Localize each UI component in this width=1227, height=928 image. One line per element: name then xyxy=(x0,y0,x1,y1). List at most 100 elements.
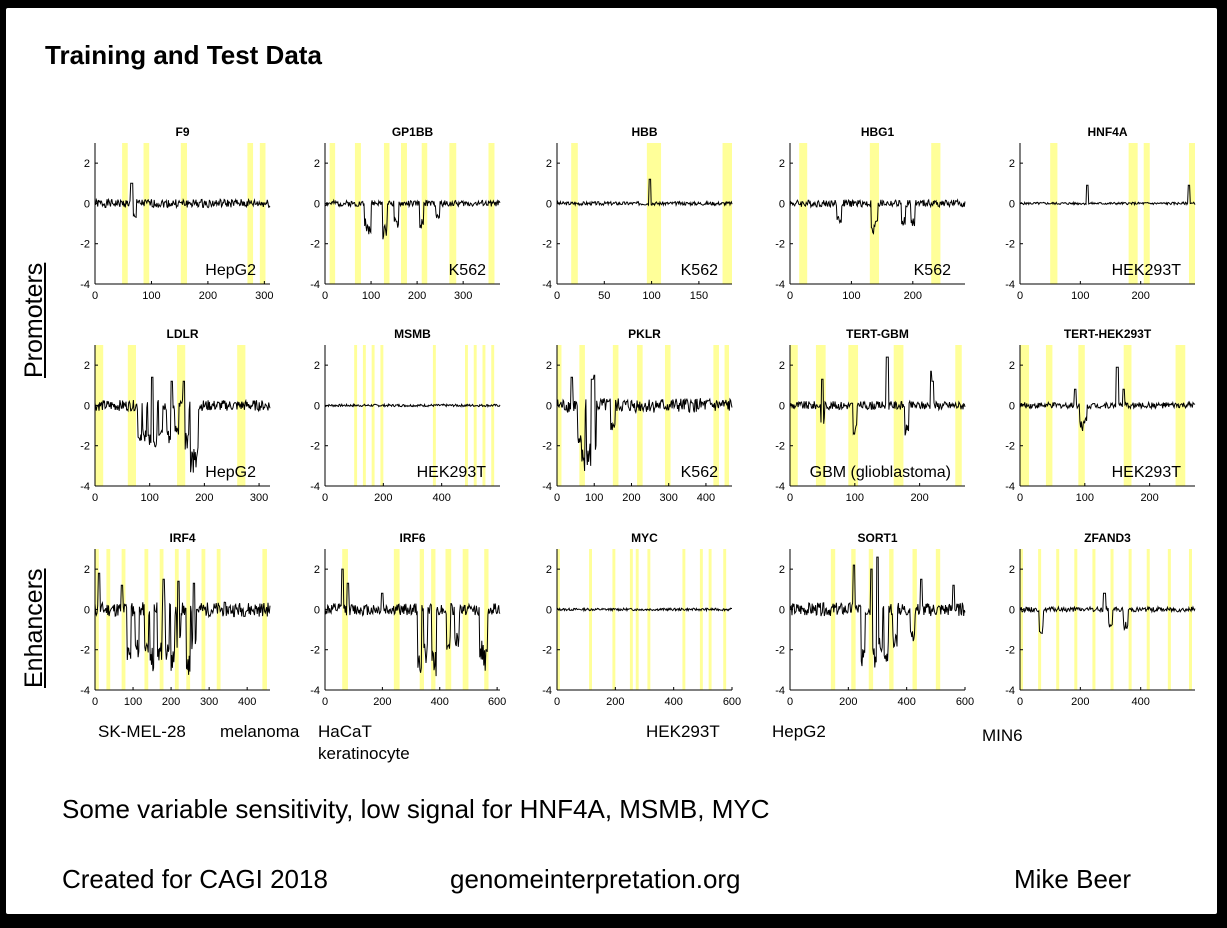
y-tick-label: -4 xyxy=(542,481,552,493)
highlight-band xyxy=(790,345,798,486)
y-tick-label: 2 xyxy=(546,360,552,372)
axes: 20-2-40 100 200 300 xyxy=(80,345,270,504)
signal-trace xyxy=(556,374,733,472)
x-tick-label: 0 xyxy=(787,290,793,302)
subplot-title-zfand3: ZFAND3 xyxy=(1084,531,1131,545)
y-tick-label: 0 xyxy=(546,198,552,210)
highlight-band xyxy=(432,345,436,486)
highlight-band xyxy=(830,549,836,690)
y-tick-label: -4 xyxy=(310,685,320,697)
x-tick-label: 400 xyxy=(432,492,450,504)
highlight-band xyxy=(201,549,206,690)
y-tick-label: 2 xyxy=(84,564,90,576)
highlight-band xyxy=(380,345,384,486)
highlight-band xyxy=(400,143,407,284)
cell-line-label-myc: HEK293T xyxy=(646,722,720,741)
highlight-band xyxy=(1188,549,1192,690)
x-tick-label: 100 xyxy=(141,492,159,504)
highlight-band xyxy=(445,549,452,690)
x-tick-label: 400 xyxy=(664,696,682,708)
x-tick-label: 400 xyxy=(238,696,256,708)
y-tick-label: 2 xyxy=(546,564,552,576)
highlight-band xyxy=(699,549,703,690)
y-tick-label: 2 xyxy=(546,158,552,170)
axes: 20-2-40 200 400 xyxy=(1005,549,1195,708)
y-tick-label: -4 xyxy=(775,481,785,493)
highlight-band xyxy=(724,345,730,486)
signal-trace xyxy=(94,182,271,219)
axes: 20-2-40 100 200 300 400 xyxy=(80,549,270,708)
y-tick-label: 2 xyxy=(1009,564,1015,576)
highlight-band xyxy=(851,549,856,690)
x-tick-label: 600 xyxy=(488,696,506,708)
y-tick-label: -4 xyxy=(1005,279,1015,291)
footer-site-link[interactable]: genomeinterpretation.org xyxy=(450,864,741,894)
y-tick-label: 0 xyxy=(84,400,90,412)
y-tick-label: 0 xyxy=(84,604,90,616)
x-tick-label: 100 xyxy=(842,290,860,302)
x-tick-label: 0 xyxy=(554,696,560,708)
subplot-title-myc: MYC xyxy=(631,531,658,545)
x-tick-label: 400 xyxy=(697,492,715,504)
x-tick-label: 400 xyxy=(897,696,915,708)
highlight-band xyxy=(371,345,375,486)
highlight-band xyxy=(629,549,633,690)
highlight-band xyxy=(121,549,126,690)
axes: 20-2-40 100 200 300 xyxy=(310,143,500,302)
x-tick-label: 200 xyxy=(373,696,391,708)
y-tick-label: -4 xyxy=(310,481,320,493)
x-tick-label: 300 xyxy=(660,492,678,504)
axes: 20-2-40 200 400 600 xyxy=(775,549,974,708)
y-tick-label: -2 xyxy=(542,239,552,251)
highlight-band xyxy=(177,345,186,486)
cell-line-label-hbb: K562 xyxy=(681,262,718,279)
highlight-band xyxy=(127,345,137,486)
highlight-band xyxy=(362,345,366,486)
slide xyxy=(6,8,1217,914)
highlight-band xyxy=(354,143,361,284)
highlight-band xyxy=(462,549,469,690)
highlight-band xyxy=(159,549,164,690)
y-tick-label: 2 xyxy=(84,360,90,372)
y-tick-label: -4 xyxy=(80,481,90,493)
y-tick-label: 0 xyxy=(779,198,785,210)
y-tick-label: -2 xyxy=(1005,239,1015,251)
highlight-band xyxy=(571,143,578,284)
y-tick-label: -4 xyxy=(1005,481,1015,493)
highlight-band xyxy=(421,143,428,284)
y-tick-label: -2 xyxy=(80,239,90,251)
highlight-band xyxy=(180,143,188,284)
x-tick-label: 0 xyxy=(1017,492,1023,504)
signal-trace xyxy=(789,198,966,235)
highlight-band xyxy=(95,345,104,486)
highlight-band xyxy=(262,549,267,690)
x-tick-label: 0 xyxy=(1017,696,1023,708)
highlight-band xyxy=(393,549,400,690)
signal-trace xyxy=(556,606,732,613)
x-tick-label: 50 xyxy=(598,290,610,302)
y-tick-label: 2 xyxy=(1009,360,1015,372)
subplot-title-hbb: HBB xyxy=(632,125,658,139)
x-tick-label: 100 xyxy=(585,492,603,504)
subplot-title-irf6: IRF6 xyxy=(399,531,425,545)
x-tick-label: 200 xyxy=(1071,696,1089,708)
x-tick-label: 200 xyxy=(1132,290,1150,302)
axes: 20-2-40 50 100 150 xyxy=(542,143,732,302)
highlight-band xyxy=(799,143,808,284)
x-tick-label: 100 xyxy=(362,290,380,302)
cell-line-label-gp1bb: K562 xyxy=(449,262,486,279)
y-tick-label: -2 xyxy=(1005,645,1015,657)
footer-created: Created for CAGI 2018 xyxy=(62,864,328,894)
highlight-band xyxy=(1092,549,1096,690)
x-tick-label: 200 xyxy=(622,492,640,504)
y-tick-label: -4 xyxy=(542,685,552,697)
x-tick-label: 400 xyxy=(431,696,449,708)
x-tick-label: 200 xyxy=(408,290,426,302)
highlight-band xyxy=(482,345,486,486)
y-tick-label: 2 xyxy=(314,564,320,576)
